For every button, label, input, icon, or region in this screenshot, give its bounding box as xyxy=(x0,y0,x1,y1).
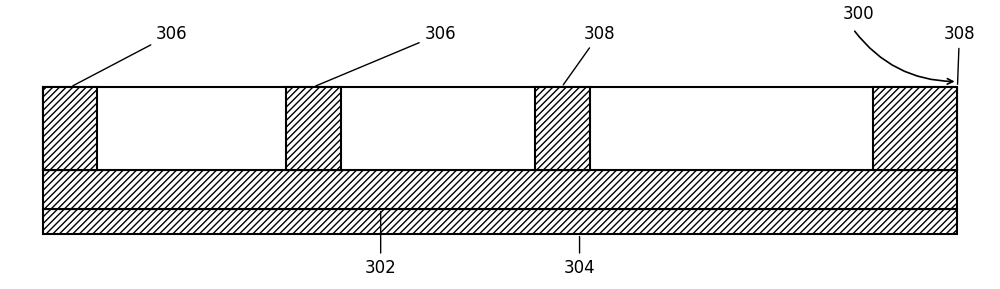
Text: 302: 302 xyxy=(365,212,397,277)
Text: 304: 304 xyxy=(564,236,595,277)
Bar xyxy=(43,170,957,209)
Bar xyxy=(535,87,590,170)
Bar xyxy=(43,209,957,234)
Text: 308: 308 xyxy=(944,25,975,84)
Text: 306: 306 xyxy=(73,25,188,86)
Bar xyxy=(43,87,957,170)
Bar xyxy=(286,87,341,170)
Bar xyxy=(873,87,957,170)
Text: 306: 306 xyxy=(316,25,456,86)
Bar xyxy=(43,87,97,170)
Text: 308: 308 xyxy=(563,25,615,85)
Text: 300: 300 xyxy=(842,5,874,23)
